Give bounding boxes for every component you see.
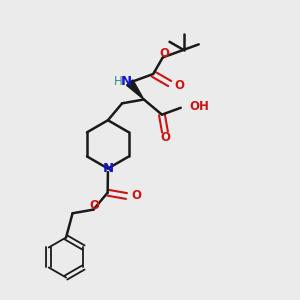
Text: O: O [174, 79, 184, 92]
Text: O: O [159, 47, 169, 60]
Text: N: N [102, 162, 113, 175]
Text: N: N [121, 75, 132, 88]
Text: O: O [160, 131, 170, 144]
Text: O: O [89, 199, 99, 212]
Polygon shape [127, 80, 144, 100]
Text: OH: OH [189, 100, 209, 113]
Text: H: H [114, 75, 123, 88]
Text: O: O [132, 189, 142, 202]
